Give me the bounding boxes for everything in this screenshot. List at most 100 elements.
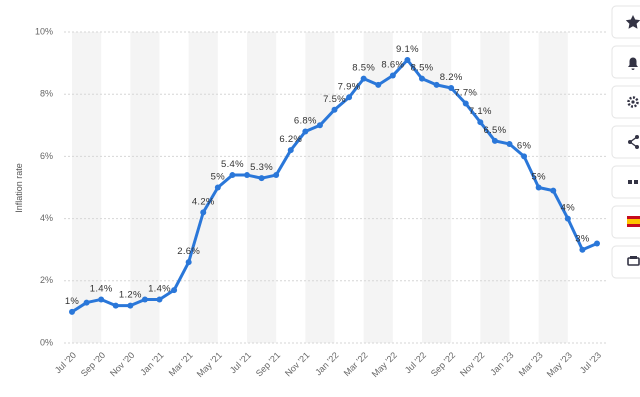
point (69, 308, 75, 315)
data-label: 1.2% (119, 290, 142, 301)
point (448, 84, 455, 91)
print-button[interactable] (611, 245, 640, 279)
point (185, 259, 192, 266)
point (83, 299, 90, 306)
language-button[interactable] (611, 205, 640, 239)
data-label: 5.4% (221, 159, 244, 170)
point (579, 246, 586, 253)
data-label: 1.4% (148, 283, 171, 294)
x-tick-label: May '22 (370, 350, 399, 379)
x-tick-label: Jan '23 (488, 350, 515, 377)
band (305, 32, 335, 343)
y-tick-label: 8% (40, 89, 53, 99)
x-tick-label: Jul '21 (228, 350, 253, 375)
point (462, 100, 469, 107)
data-label: 6% (517, 140, 532, 151)
point (389, 72, 396, 79)
data-label: 6.2% (279, 134, 302, 145)
point (491, 137, 498, 144)
x-tick-label: Jan '22 (313, 350, 340, 377)
x-tick-label: Jan '21 (138, 350, 165, 377)
x-tick-label: Jul '22 (403, 350, 428, 375)
data-label: 6.8% (294, 116, 317, 127)
y-tick-label: 2% (40, 275, 53, 285)
favorite-button[interactable] (611, 5, 640, 39)
data-label: 7.1% (469, 106, 492, 117)
data-label: 6.5% (483, 125, 506, 136)
point (375, 81, 382, 88)
point (127, 302, 134, 309)
data-label: 5% (531, 172, 546, 183)
y-tick-label: 0% (40, 337, 53, 347)
x-tick-label: Mar '21 (167, 350, 195, 378)
point (360, 75, 367, 82)
sidebar (611, 5, 640, 279)
data-label: 3% (575, 234, 590, 245)
point (112, 302, 119, 309)
point (244, 172, 250, 179)
data-label: 5.3% (250, 162, 273, 173)
data-label: 4% (561, 203, 576, 214)
band (188, 32, 218, 343)
data-label: 7.7% (454, 88, 477, 99)
data-label: 7.5% (323, 94, 346, 105)
point (564, 215, 571, 222)
point (550, 187, 557, 194)
background-bands (72, 32, 568, 343)
data-label: 8.6% (381, 60, 404, 71)
point (594, 240, 600, 247)
band (480, 32, 510, 343)
settings-button[interactable] (611, 85, 640, 119)
point (433, 81, 440, 88)
x-tick-label: Jul '23 (578, 350, 603, 375)
point (521, 153, 528, 160)
share-button[interactable] (611, 125, 640, 159)
point (287, 147, 294, 154)
point (98, 296, 105, 303)
x-tick-label: May '21 (195, 350, 224, 379)
data-label: 1.4% (90, 283, 113, 294)
x-tick-label: Nov '21 (283, 350, 311, 378)
point (419, 75, 425, 82)
point (316, 122, 323, 129)
x-tick-label: Sep '21 (254, 350, 282, 378)
x-tick-label: May '23 (545, 350, 574, 379)
y-tick-label: 10% (35, 26, 53, 36)
data-label: 1% (65, 296, 80, 307)
point (331, 106, 338, 113)
x-tick-label: Nov '22 (458, 350, 486, 378)
point (214, 184, 221, 191)
point (346, 94, 353, 101)
point (258, 175, 265, 182)
point (156, 296, 163, 303)
point (302, 128, 309, 135)
data-label: 8.5% (352, 63, 375, 74)
point (141, 296, 148, 303)
point (535, 184, 542, 191)
x-tick-label: Jul '20 (53, 350, 78, 375)
data-label: 8.2% (440, 72, 463, 83)
y-tick-label: 4% (40, 213, 53, 223)
cite-button[interactable] (611, 165, 640, 199)
band (130, 32, 160, 343)
y-tick-label: 6% (40, 151, 53, 161)
point (229, 172, 236, 179)
data-label: 4.2% (192, 196, 215, 207)
x-tick-label: Sep '20 (79, 350, 107, 378)
notification-button[interactable] (611, 45, 640, 79)
point (171, 287, 178, 294)
data-label: 8.5% (411, 63, 434, 74)
point (404, 56, 411, 63)
y-axis-label: Inflation rate (14, 163, 24, 213)
data-label: 2.6% (177, 246, 200, 257)
band (72, 32, 102, 343)
point (506, 140, 513, 147)
x-tick-label: Mar '23 (517, 350, 545, 378)
point (200, 209, 207, 216)
x-tick-label: Mar '22 (342, 350, 370, 378)
x-tick-label: Sep '22 (429, 350, 457, 378)
data-label: 9.1% (396, 44, 419, 55)
x-tick-label: Nov '20 (108, 350, 136, 378)
point (477, 119, 484, 126)
